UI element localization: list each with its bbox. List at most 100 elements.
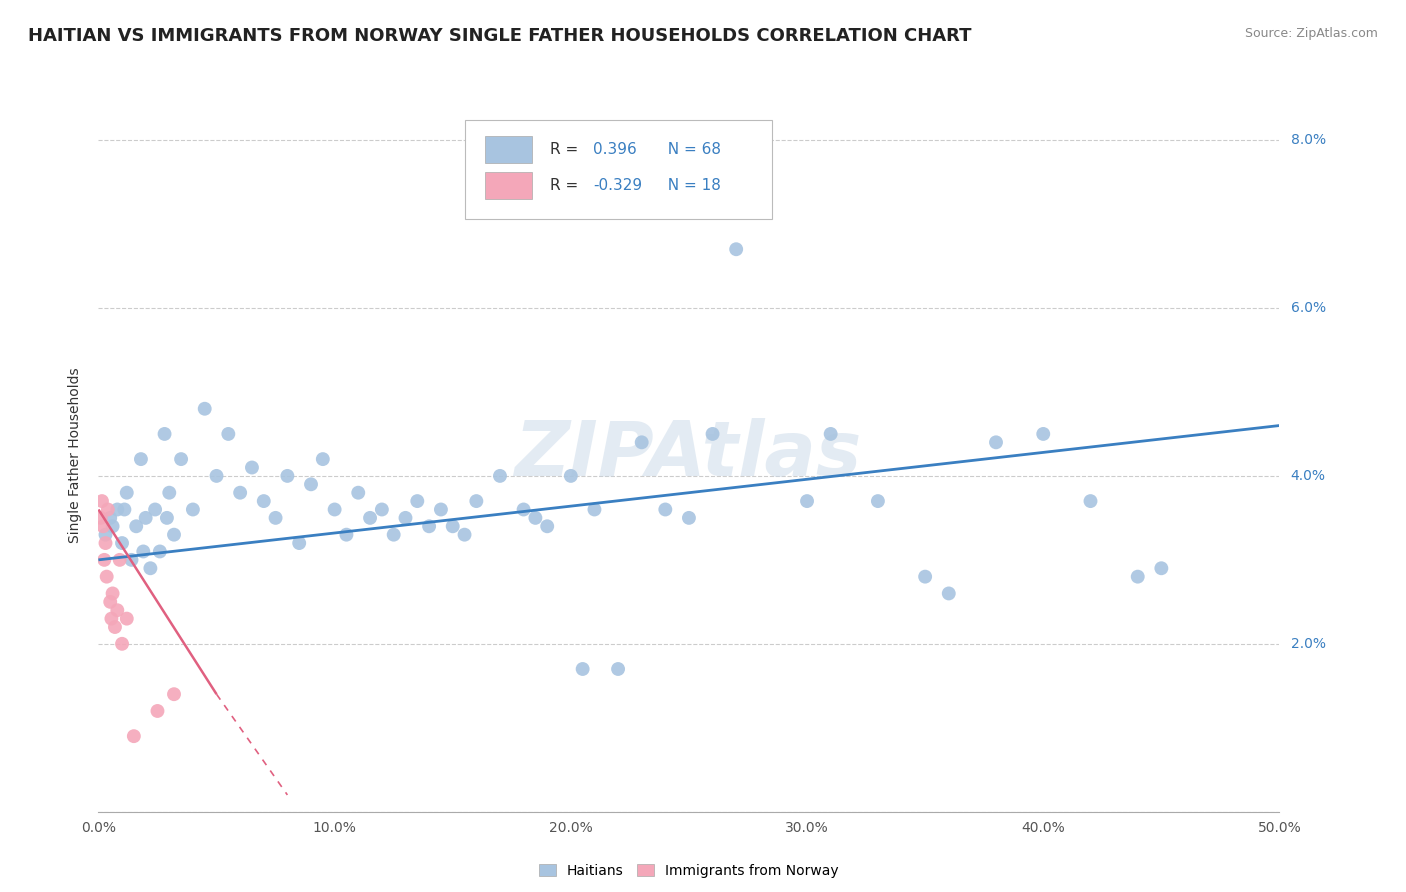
Point: [125, 519, 148, 533]
Point: [984, 435, 1007, 450]
Point: [299, 477, 322, 491]
Point: [725, 242, 748, 256]
Point: [111, 637, 134, 651]
Point: [146, 704, 169, 718]
Point: [229, 485, 252, 500]
Point: [139, 561, 162, 575]
Point: [335, 527, 357, 541]
Point: [181, 502, 204, 516]
Point: [91, 519, 114, 533]
Point: [240, 460, 263, 475]
Point: [194, 401, 217, 416]
Point: [866, 494, 889, 508]
Point: [91, 494, 114, 508]
Point: [115, 612, 138, 626]
Point: [359, 511, 381, 525]
FancyBboxPatch shape: [485, 136, 531, 163]
Point: [453, 527, 475, 541]
Point: [105, 502, 128, 516]
Point: [97, 502, 120, 516]
Text: 2.0%: 2.0%: [1291, 637, 1326, 651]
Point: [702, 426, 724, 441]
Point: [678, 511, 700, 525]
Point: [382, 527, 405, 541]
Point: [1032, 426, 1054, 441]
Point: [430, 502, 453, 516]
Point: [170, 452, 193, 467]
Point: [796, 494, 818, 508]
Point: [630, 435, 652, 450]
Point: [465, 494, 488, 508]
Text: 6.0%: 6.0%: [1291, 301, 1326, 315]
Text: -0.329: -0.329: [593, 178, 643, 193]
Point: [418, 519, 440, 533]
Point: [129, 452, 152, 467]
Point: [98, 595, 121, 609]
Point: [441, 519, 464, 533]
Point: [132, 544, 155, 558]
Point: [1150, 561, 1173, 575]
Text: 4.0%: 4.0%: [1291, 469, 1326, 483]
Point: [217, 426, 239, 441]
Legend: Haitians, Immigrants from Norway: Haitians, Immigrants from Norway: [533, 858, 845, 883]
Point: [560, 469, 582, 483]
Point: [288, 536, 311, 550]
Point: [105, 603, 128, 617]
Point: [94, 536, 117, 550]
Point: [101, 519, 124, 533]
Text: ZIPAtlas: ZIPAtlas: [515, 418, 863, 491]
Point: [583, 502, 606, 516]
Text: N = 68: N = 68: [658, 142, 721, 157]
Point: [122, 729, 145, 743]
Point: [94, 527, 117, 541]
Point: [1126, 569, 1149, 583]
Point: [149, 544, 172, 558]
Point: [101, 586, 124, 600]
Text: R =: R =: [550, 142, 582, 157]
Point: [607, 662, 630, 676]
Point: [157, 485, 180, 500]
Point: [524, 511, 547, 525]
Point: [654, 502, 676, 516]
Point: [143, 502, 166, 516]
Text: N = 18: N = 18: [658, 178, 721, 193]
Point: [163, 687, 186, 701]
Point: [264, 511, 287, 525]
Point: [121, 553, 143, 567]
FancyBboxPatch shape: [485, 171, 531, 199]
Y-axis label: Single Father Households: Single Father Households: [67, 368, 82, 542]
Point: [820, 426, 842, 441]
Point: [104, 620, 127, 634]
Text: 0.396: 0.396: [593, 142, 637, 157]
Point: [938, 586, 960, 600]
Point: [108, 553, 131, 567]
Point: [276, 469, 298, 483]
Point: [135, 511, 157, 525]
Point: [163, 527, 186, 541]
Point: [371, 502, 394, 516]
Point: [536, 519, 558, 533]
Point: [394, 511, 416, 525]
Text: R =: R =: [550, 178, 582, 193]
Point: [1080, 494, 1102, 508]
Point: [153, 426, 176, 441]
Point: [205, 469, 228, 483]
Point: [156, 511, 179, 525]
FancyBboxPatch shape: [464, 120, 772, 219]
Text: 8.0%: 8.0%: [1291, 133, 1326, 147]
Point: [115, 485, 138, 500]
Text: HAITIAN VS IMMIGRANTS FROM NORWAY SINGLE FATHER HOUSEHOLDS CORRELATION CHART: HAITIAN VS IMMIGRANTS FROM NORWAY SINGLE…: [28, 27, 972, 45]
Point: [312, 452, 335, 467]
Point: [914, 569, 936, 583]
Point: [90, 511, 112, 525]
Point: [112, 502, 135, 516]
Point: [98, 511, 121, 525]
Point: [347, 485, 370, 500]
Point: [100, 612, 122, 626]
Point: [93, 553, 115, 567]
Text: Source: ZipAtlas.com: Source: ZipAtlas.com: [1244, 27, 1378, 40]
Point: [406, 494, 429, 508]
Point: [571, 662, 593, 676]
Point: [489, 469, 512, 483]
Point: [111, 536, 134, 550]
